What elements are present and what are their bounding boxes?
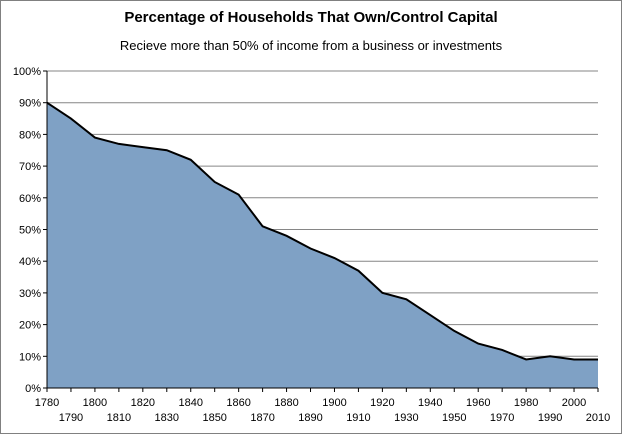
y-tick-label: 70% [19, 161, 41, 173]
x-tick-label: 1820 [131, 397, 155, 409]
x-tick-label: 1880 [274, 397, 298, 409]
y-tick-label: 0% [25, 383, 41, 395]
area-fill [47, 102, 598, 388]
x-tick-label: 1890 [298, 412, 322, 424]
x-tick-label: 1810 [107, 412, 131, 424]
y-tick-label: 40% [19, 256, 41, 268]
x-tick-label: 1990 [538, 412, 562, 424]
chart-title: Percentage of Households That Own/Contro… [124, 9, 498, 26]
x-tick-label: 1920 [370, 397, 394, 409]
x-tick-label: 1930 [394, 412, 418, 424]
x-tick-label: 1980 [514, 397, 538, 409]
x-tick-label: 1940 [418, 397, 442, 409]
y-tick-label: 10% [19, 351, 41, 363]
y-tick-label: 20% [19, 320, 41, 332]
x-tick-label: 2010 [586, 412, 610, 424]
x-tick-label: 1970 [490, 412, 514, 424]
x-tick-label: 1950 [442, 412, 466, 424]
x-tick-label: 1830 [155, 412, 179, 424]
x-tick-label: 1910 [346, 412, 370, 424]
y-tick-label: 100% [13, 66, 41, 78]
x-tick-label: 1840 [178, 397, 202, 409]
y-tick-label: 60% [19, 193, 41, 205]
x-tick-label: 1850 [202, 412, 226, 424]
y-tick-label: 80% [19, 129, 41, 141]
area-line [46, 101, 598, 361]
x-tick-label: 1960 [466, 397, 490, 409]
x-tick-label: 1790 [59, 412, 83, 424]
x-tick-label: 1860 [226, 397, 250, 409]
chart-subtitle: Recieve more than 50% of income from a b… [119, 38, 503, 53]
x-tick-label: 1800 [83, 397, 107, 409]
y-tick-label: 30% [19, 288, 41, 300]
x-tick-label: 1870 [250, 412, 274, 424]
x-tick-label: 1900 [322, 397, 346, 409]
x-tick-label: 1780 [35, 397, 59, 409]
x-tick-label: 2000 [562, 397, 586, 409]
y-tick-label: 50% [19, 225, 41, 237]
y-tick-label: 90% [19, 98, 41, 110]
